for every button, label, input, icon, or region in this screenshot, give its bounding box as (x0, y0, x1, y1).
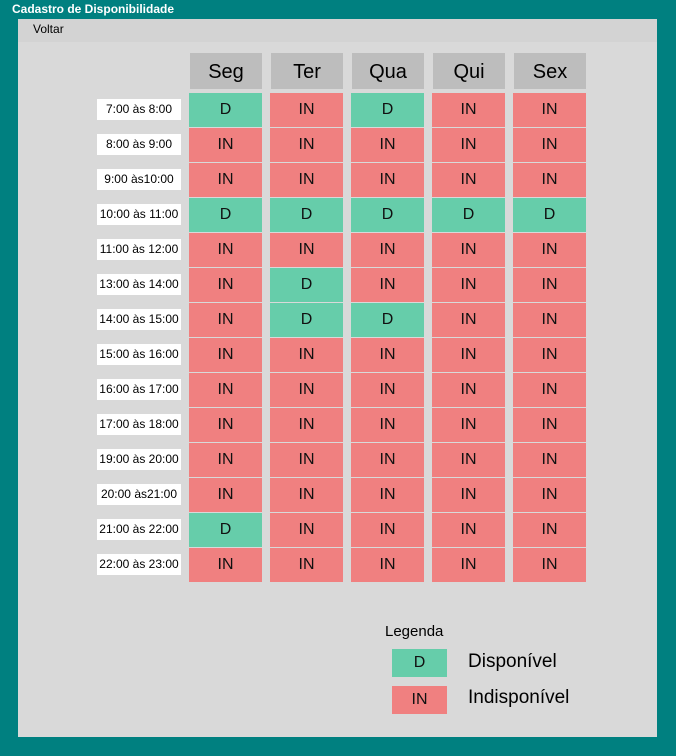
availability-cell[interactable]: IN (189, 163, 262, 197)
availability-cell[interactable]: IN (432, 443, 505, 477)
availability-cell[interactable]: IN (189, 478, 262, 512)
availability-cell[interactable]: IN (432, 93, 505, 127)
availability-cell[interactable]: IN (351, 233, 424, 267)
availability-cell[interactable]: IN (513, 443, 586, 477)
availability-cell[interactable]: D (189, 198, 262, 232)
availability-cell[interactable]: IN (270, 513, 343, 547)
availability-cell[interactable]: IN (513, 478, 586, 512)
time-slot-label: 14:00 às 15:00 (97, 309, 181, 330)
availability-cell[interactable]: D (270, 303, 343, 337)
availability-cell[interactable]: IN (432, 408, 505, 442)
availability-cell[interactable]: IN (432, 128, 505, 162)
menu-bar: Voltar (18, 19, 657, 42)
availability-cell[interactable]: IN (189, 548, 262, 582)
availability-cell[interactable]: IN (513, 303, 586, 337)
availability-cell[interactable]: IN (270, 163, 343, 197)
time-slot-label: 13:00 às 14:00 (97, 274, 181, 295)
availability-cell[interactable]: IN (513, 163, 586, 197)
availability-cell[interactable]: IN (351, 548, 424, 582)
availability-cell[interactable]: IN (270, 373, 343, 407)
availability-cell[interactable]: IN (351, 478, 424, 512)
availability-cell[interactable]: IN (432, 373, 505, 407)
availability-cell[interactable]: D (270, 198, 343, 232)
availability-cell[interactable]: IN (189, 233, 262, 267)
time-slot-label: 15:00 às 16:00 (97, 344, 181, 365)
availability-cell[interactable]: IN (351, 443, 424, 477)
availability-cell[interactable]: IN (513, 233, 586, 267)
availability-cell[interactable]: D (270, 268, 343, 302)
time-slot-label: 8:00 às 9:00 (97, 134, 181, 155)
availability-cell[interactable]: IN (270, 338, 343, 372)
availability-cell[interactable]: IN (351, 338, 424, 372)
availability-cell[interactable]: IN (513, 268, 586, 302)
availability-cell[interactable]: D (189, 513, 262, 547)
time-slot-label: 7:00 às 8:00 (97, 99, 181, 120)
back-menu-item[interactable]: Voltar (33, 22, 64, 36)
availability-cell[interactable]: D (432, 198, 505, 232)
availability-cell[interactable]: IN (351, 128, 424, 162)
day-header-4: Sex (514, 53, 586, 89)
time-slot-label: 20:00 às21:00 (97, 484, 181, 505)
availability-cell[interactable]: IN (513, 408, 586, 442)
time-slot-label: 10:00 às 11:00 (97, 204, 181, 225)
availability-cell[interactable]: IN (432, 268, 505, 302)
time-slot-label: 21:00 às 22:00 (97, 519, 181, 540)
availability-cell[interactable]: D (351, 93, 424, 127)
availability-cell[interactable]: IN (432, 513, 505, 547)
day-header-0: Seg (190, 53, 262, 89)
availability-cell[interactable]: IN (432, 233, 505, 267)
availability-cell[interactable]: IN (432, 338, 505, 372)
day-header-3: Qui (433, 53, 505, 89)
availability-cell[interactable]: IN (351, 268, 424, 302)
availability-cell[interactable]: IN (432, 303, 505, 337)
time-slot-label: 11:00 às 12:00 (97, 239, 181, 260)
availability-cell[interactable]: IN (189, 303, 262, 337)
legend-title: Legenda (385, 623, 444, 640)
availability-cell[interactable]: IN (513, 93, 586, 127)
availability-cell[interactable]: IN (513, 513, 586, 547)
day-header-2: Qua (352, 53, 424, 89)
availability-cell[interactable]: IN (351, 513, 424, 547)
availability-cell[interactable]: IN (189, 443, 262, 477)
availability-cell[interactable]: IN (432, 478, 505, 512)
availability-cell[interactable]: IN (270, 443, 343, 477)
availability-cell[interactable]: IN (270, 548, 343, 582)
availability-cell[interactable]: IN (189, 338, 262, 372)
availability-cell[interactable]: IN (351, 163, 424, 197)
window-title: Cadastro de Disponibilidade (12, 2, 175, 16)
time-slot-label: 17:00 às 18:00 (97, 414, 181, 435)
availability-cell[interactable]: IN (270, 478, 343, 512)
legend-unavailable-swatch: IN (392, 686, 447, 714)
availability-cell[interactable]: IN (189, 268, 262, 302)
availability-cell[interactable]: IN (189, 128, 262, 162)
availability-cell[interactable]: IN (270, 408, 343, 442)
availability-cell[interactable]: IN (513, 128, 586, 162)
availability-cell[interactable]: D (351, 303, 424, 337)
availability-cell[interactable]: IN (189, 373, 262, 407)
time-slot-label: 16:00 às 17:00 (97, 379, 181, 400)
availability-cell[interactable]: IN (270, 128, 343, 162)
availability-cell[interactable]: IN (351, 408, 424, 442)
legend-unavailable-label: Indisponível (468, 687, 570, 708)
legend-available-swatch: D (392, 649, 447, 677)
day-header-1: Ter (271, 53, 343, 89)
availability-cell[interactable]: D (513, 198, 586, 232)
time-slot-label: 9:00 às10:00 (97, 169, 181, 190)
availability-cell[interactable]: IN (189, 408, 262, 442)
availability-cell[interactable]: IN (432, 548, 505, 582)
availability-cell[interactable]: IN (432, 163, 505, 197)
availability-cell[interactable]: IN (270, 93, 343, 127)
time-slot-label: 19:00 às 20:00 (97, 449, 181, 470)
availability-cell[interactable]: IN (513, 548, 586, 582)
time-slot-label: 22:00 às 23:00 (97, 554, 181, 575)
availability-cell[interactable]: IN (270, 233, 343, 267)
availability-cell[interactable]: IN (513, 373, 586, 407)
availability-cell[interactable]: IN (513, 338, 586, 372)
availability-cell[interactable]: D (189, 93, 262, 127)
availability-cell[interactable]: IN (351, 373, 424, 407)
availability-cell[interactable]: D (351, 198, 424, 232)
legend-available-label: Disponível (468, 651, 557, 672)
main-panel: Voltar Seg Ter Qua Qui Sex 7:00 às 8:00 D IN D IN… (18, 19, 657, 737)
